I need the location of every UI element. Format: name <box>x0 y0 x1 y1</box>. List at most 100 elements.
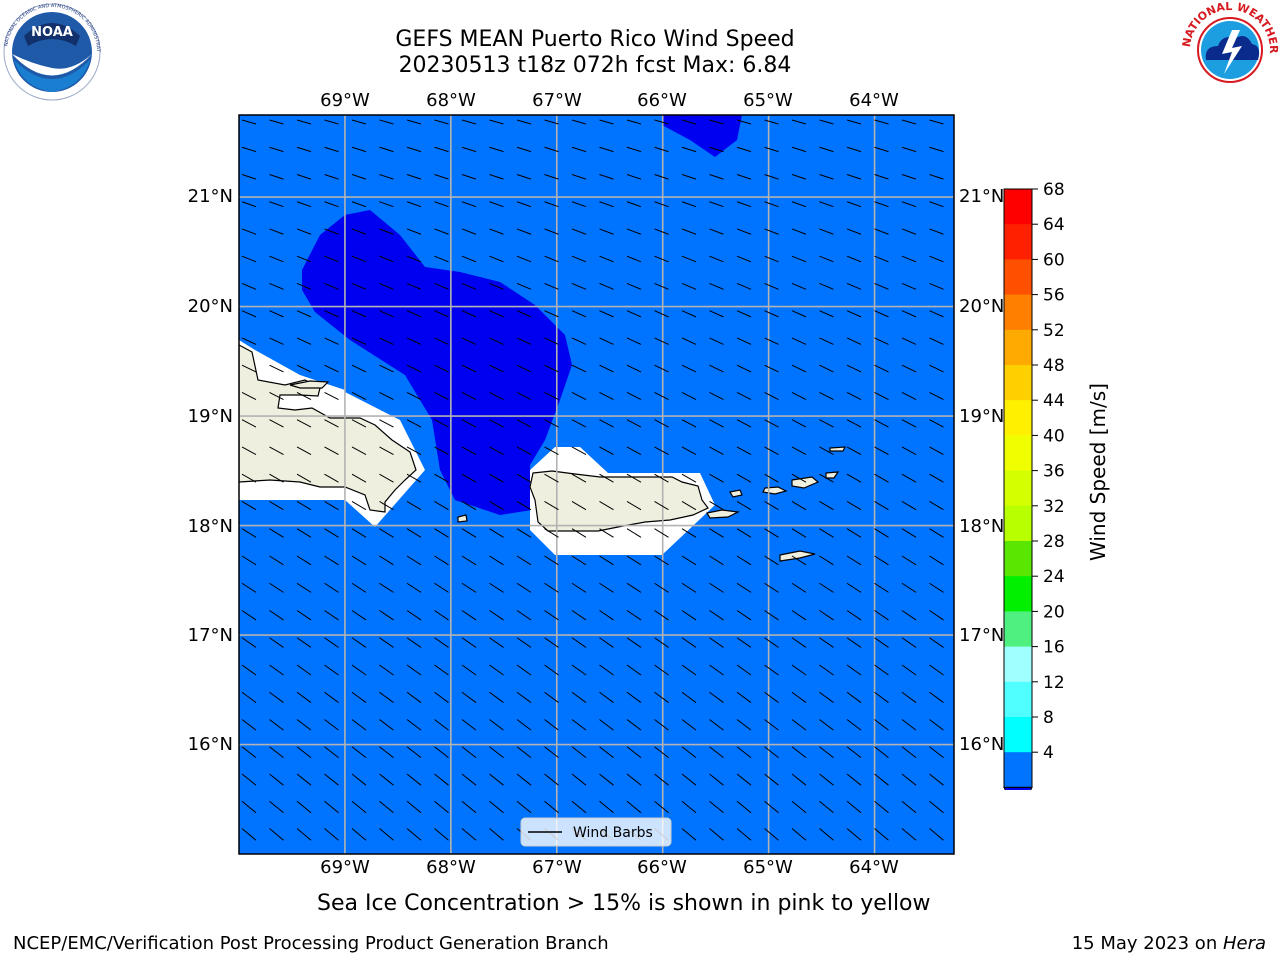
wind-barb <box>819 364 834 373</box>
wind-barb <box>516 310 532 318</box>
wind-barb <box>654 446 669 456</box>
wind-barb <box>901 719 917 731</box>
wind-barb <box>241 337 257 345</box>
wind-barb <box>654 637 669 648</box>
wind-barb <box>461 637 477 648</box>
wind-barb <box>544 310 559 318</box>
wind-barb <box>516 201 532 208</box>
wind-barb <box>654 610 669 621</box>
wind-barb <box>764 255 779 263</box>
low-wind-region-central <box>302 210 572 515</box>
wind-barb <box>516 664 532 676</box>
wind-barb <box>791 501 807 511</box>
wind-barb <box>544 364 559 373</box>
wind-barb <box>406 719 422 731</box>
wind-barb <box>296 392 312 400</box>
wind-barb <box>351 146 367 153</box>
wind-barb <box>324 255 339 263</box>
wind-barb <box>929 228 944 235</box>
wind-barb <box>461 146 477 153</box>
wind-barb <box>379 691 394 703</box>
wind-barb <box>516 419 532 428</box>
colorbar-segment <box>1004 541 1032 577</box>
colorbar-segment <box>1004 435 1032 472</box>
wind-barb <box>736 119 752 125</box>
wind-barb <box>324 119 339 125</box>
footer-date-text: 15 May 2023 on <box>1071 933 1223 954</box>
wind-barb <box>599 610 614 621</box>
wind-barb <box>489 146 504 153</box>
wind-barb <box>434 364 449 373</box>
wind-barb <box>599 528 614 538</box>
wind-barb <box>489 691 504 703</box>
wind-barb <box>736 501 752 511</box>
sea-ice-note: Sea Ice Concentration > 15% is shown in … <box>317 891 931 916</box>
wind-barb <box>791 637 807 648</box>
wind-barb <box>654 337 669 345</box>
wind-barb <box>571 555 587 566</box>
wind-barb <box>351 119 367 125</box>
wind-barb <box>874 719 889 731</box>
wind-barb <box>489 119 504 125</box>
wind-barb <box>379 392 394 400</box>
wind-barb <box>736 392 752 400</box>
wind-barb <box>874 146 889 153</box>
wind-barb <box>819 119 834 125</box>
wind-barb <box>709 664 724 676</box>
wind-barb <box>269 582 284 593</box>
wind-barb <box>626 419 642 428</box>
wind-barb <box>241 146 257 153</box>
wind-barb <box>736 528 752 538</box>
wind-barb <box>654 283 669 290</box>
wind-barb <box>379 364 394 373</box>
wind-barb <box>626 392 642 400</box>
wind-barb <box>626 637 642 648</box>
wind-barb <box>406 828 422 841</box>
wind-barb <box>351 719 367 731</box>
wind-barb <box>269 664 284 676</box>
wind-barb <box>489 364 504 373</box>
wind-barb <box>571 337 587 345</box>
wind-barb <box>929 473 944 483</box>
wind-barb <box>901 419 917 428</box>
wind-barb <box>269 610 284 621</box>
wind-barb <box>791 310 807 318</box>
wind-barb <box>929 528 944 538</box>
wind-barb <box>764 719 779 731</box>
wind-barb <box>709 719 724 731</box>
wind-barb <box>544 746 559 759</box>
wind-barb <box>489 419 504 428</box>
wind-barb <box>544 664 559 676</box>
wind-barb <box>791 800 807 814</box>
wind-barb <box>654 392 669 400</box>
noaa-logo-text: NOAA <box>31 25 73 40</box>
footer-branch: NCEP/EMC/Verification Post Processing Pr… <box>13 933 609 954</box>
wind-barb <box>791 828 807 841</box>
colorbar-segment <box>1004 681 1032 718</box>
wind-barb <box>544 582 559 593</box>
wind-barb <box>846 637 862 648</box>
wind-barb <box>681 719 697 731</box>
st-croix-island <box>779 550 816 562</box>
lon-label-top-69w: 69°W <box>320 90 370 111</box>
wind-barb <box>846 719 862 731</box>
wind-barb <box>874 392 889 400</box>
wind-barb <box>406 419 422 428</box>
wind-barb <box>351 528 367 538</box>
wind-barb <box>764 746 779 759</box>
wind-barb <box>489 610 504 621</box>
wind-barb <box>626 664 642 676</box>
wind-barb <box>819 582 834 593</box>
wind-barb <box>736 773 752 786</box>
wind-barb <box>874 173 889 180</box>
wind-barb <box>901 310 917 318</box>
wind-barb <box>489 337 504 345</box>
wind-barb <box>489 173 504 180</box>
wind-barb <box>241 228 257 235</box>
wind-barb <box>681 337 697 345</box>
wind-barb <box>406 228 422 235</box>
wind-barb <box>736 582 752 593</box>
wind-barb <box>434 310 449 318</box>
wind-barb <box>929 255 944 263</box>
wind-barb <box>874 637 889 648</box>
